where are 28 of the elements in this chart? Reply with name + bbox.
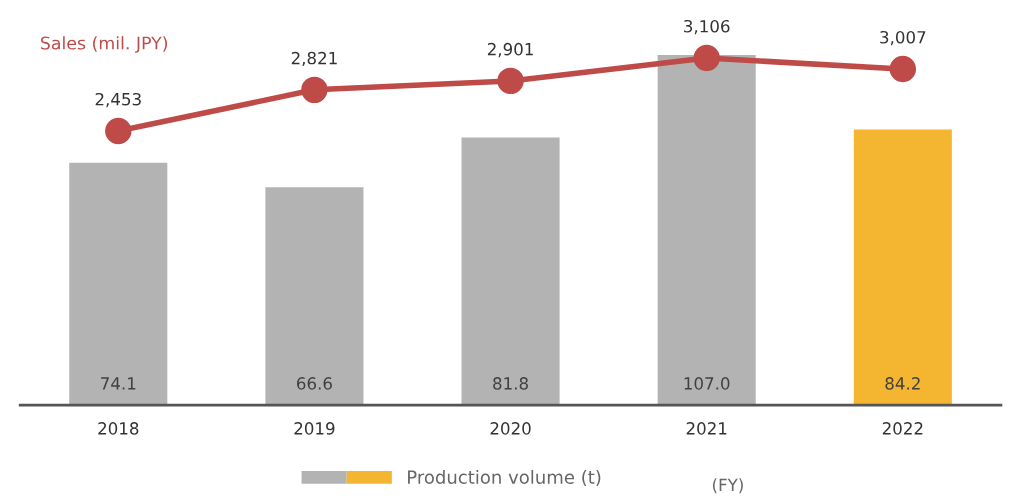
point	[105, 117, 132, 145]
data-label: 81.8	[493, 377, 528, 390]
x-tick-label: 2022	[882, 422, 923, 435]
point	[497, 67, 524, 95]
bar	[853, 129, 952, 406]
bar	[461, 137, 560, 406]
x-tick-label: 2021	[686, 422, 727, 435]
data-label: 3,106	[684, 19, 730, 35]
data-label: 66.6	[297, 377, 332, 390]
data-label: 2,901	[487, 42, 533, 58]
bar	[265, 187, 364, 406]
text: (FY)	[712, 478, 743, 494]
x-tick-label: 2019	[294, 422, 335, 435]
point	[301, 76, 328, 104]
point	[889, 55, 917, 83]
data-label: 2,453	[95, 92, 141, 108]
data-label: 74.1	[101, 377, 136, 390]
x-tick-label: 2020	[490, 422, 531, 435]
data-label: 3,007	[880, 30, 926, 46]
bar	[657, 54, 756, 406]
point	[693, 44, 720, 72]
legend-label: Production volume (t)	[408, 469, 601, 487]
data-label: 84.2	[885, 377, 920, 390]
x-tick-label: 2018	[98, 422, 139, 435]
bar	[69, 162, 168, 406]
data-label: 2,821	[291, 51, 337, 67]
text: Sales (mil. JPY)	[40, 36, 168, 53]
data-label: 107.0	[684, 377, 730, 390]
